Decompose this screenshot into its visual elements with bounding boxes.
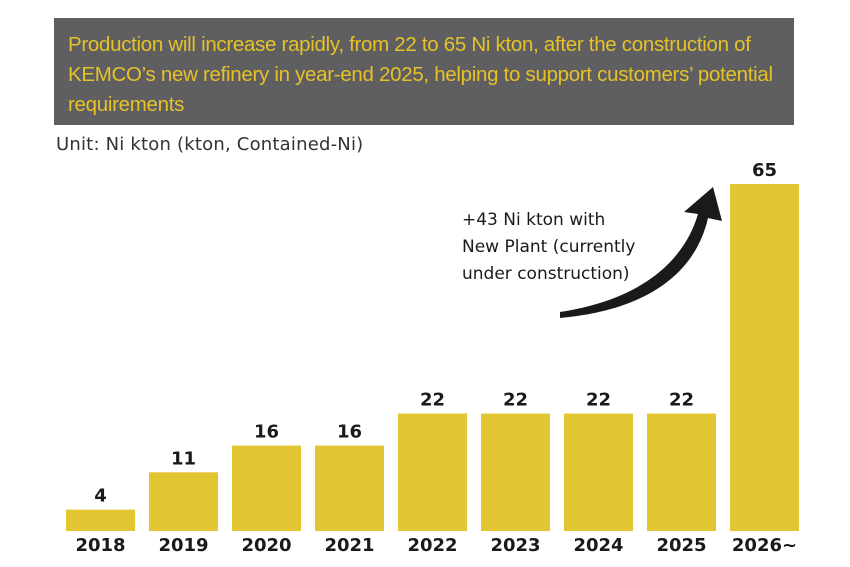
bar-2025 bbox=[647, 413, 716, 531]
x-tick-label-2025: 2025 bbox=[656, 535, 706, 556]
annotation-line-1: +43 Ni kton with bbox=[462, 210, 605, 230]
value-label-2018: 4 bbox=[94, 486, 107, 507]
bars-layer bbox=[66, 184, 799, 531]
bar-2021 bbox=[315, 445, 384, 531]
x-tick-label-2023: 2023 bbox=[490, 535, 540, 556]
growth-arrow-icon bbox=[560, 187, 722, 318]
value-label-2023: 22 bbox=[503, 390, 528, 411]
annotation-line-3: under construction) bbox=[462, 264, 630, 284]
bar-2022 bbox=[398, 413, 467, 531]
value-label-2021: 16 bbox=[337, 422, 362, 443]
bar-2026 bbox=[730, 184, 799, 531]
bar-2019 bbox=[149, 472, 218, 531]
x-tick-label-2026: 2026~ bbox=[732, 535, 797, 556]
value-label-2025: 22 bbox=[669, 390, 694, 411]
x-tick-label-2018: 2018 bbox=[75, 535, 125, 556]
bar-2018 bbox=[66, 509, 135, 531]
annotation-layer: +43 Ni kton with New Plant (currently unde… bbox=[462, 187, 722, 318]
value-label-2026: 65 bbox=[752, 160, 777, 181]
unit-label: Unit: Ni kton (kton, Contained-Ni) bbox=[56, 134, 364, 155]
x-tick-label-2019: 2019 bbox=[158, 535, 208, 556]
tick-labels-layer: 2018 2019 2020 2021 2022 2023 2024 2025 2026~ bbox=[75, 535, 797, 556]
chart-title: Production will increase rapidly, from 2… bbox=[68, 33, 773, 116]
value-label-2020: 16 bbox=[254, 422, 279, 443]
bar-2020 bbox=[232, 445, 301, 531]
value-labels-layer: 4 11 16 16 22 22 22 22 65 bbox=[94, 160, 777, 507]
x-tick-label-2020: 2020 bbox=[241, 535, 291, 556]
header-banner: Production will increase rapidly, from 2… bbox=[54, 18, 794, 125]
value-label-2022: 22 bbox=[420, 390, 445, 411]
bar-2024 bbox=[564, 413, 633, 531]
x-tick-label-2022: 2022 bbox=[407, 535, 457, 556]
value-label-2024: 22 bbox=[586, 390, 611, 411]
value-label-2019: 11 bbox=[171, 448, 196, 469]
x-tick-label-2024: 2024 bbox=[573, 535, 623, 556]
x-tick-label-2021: 2021 bbox=[324, 535, 374, 556]
bar-2023 bbox=[481, 413, 550, 531]
annotation-line-2: New Plant (currently bbox=[462, 237, 635, 257]
